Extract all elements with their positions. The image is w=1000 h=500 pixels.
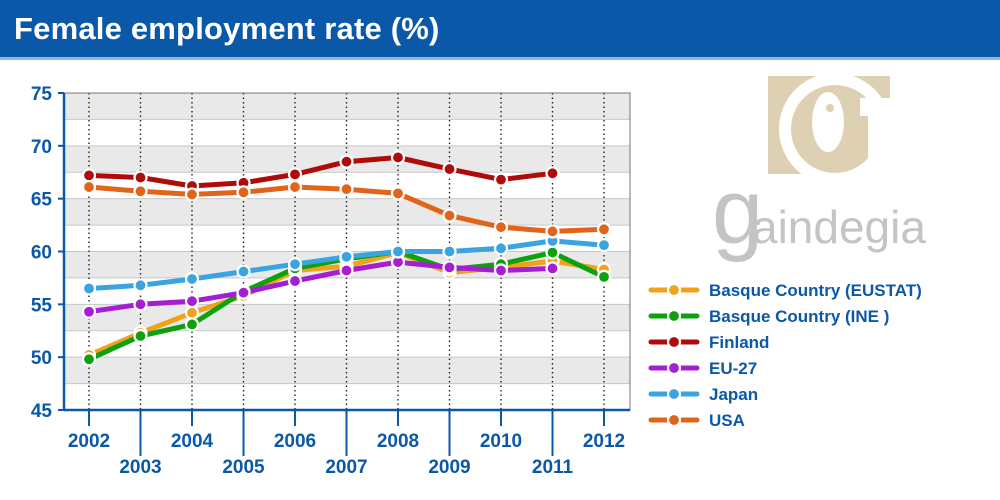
data-point xyxy=(596,238,612,253)
data-point xyxy=(81,168,97,183)
data-point xyxy=(596,222,612,237)
grid-band xyxy=(64,304,630,331)
data-point xyxy=(287,273,303,289)
svg-text:g: g xyxy=(712,161,763,263)
data-point xyxy=(390,186,406,201)
y-tick-label: 55 xyxy=(31,295,53,316)
data-point xyxy=(81,304,97,319)
x-tick-label: 2010 xyxy=(480,431,522,452)
data-point xyxy=(390,150,406,165)
data-point xyxy=(442,208,457,223)
data-point xyxy=(133,297,148,312)
data-point xyxy=(339,249,354,264)
data-point xyxy=(545,224,560,239)
legend-label: Japan xyxy=(709,385,758,404)
legend-label: EU-27 xyxy=(709,359,757,378)
y-tick-label: 65 xyxy=(31,190,53,211)
y-tick-label: 60 xyxy=(31,243,52,264)
data-point xyxy=(442,260,457,275)
x-tick-label: 2003 xyxy=(119,457,161,478)
legend-swatch-marker xyxy=(666,360,682,376)
data-point xyxy=(184,271,200,287)
legend-label: USA xyxy=(709,411,745,430)
legend-item: Basque Country (EUSTAT) xyxy=(648,281,922,300)
title-bar: Female employment rate (%) xyxy=(0,0,1000,60)
page-title: Female employment rate (%) xyxy=(14,11,440,46)
data-point xyxy=(545,245,560,260)
axes xyxy=(58,92,631,456)
data-point xyxy=(287,167,303,182)
data-point xyxy=(493,241,509,256)
data-point xyxy=(236,185,251,200)
y-tick-label: 70 xyxy=(31,137,52,158)
data-point xyxy=(339,154,354,169)
x-tick-label: 2002 xyxy=(68,431,110,452)
grid-band xyxy=(64,198,630,226)
y-tick-label: 50 xyxy=(31,348,52,369)
data-point xyxy=(184,294,200,309)
data-point xyxy=(236,264,251,279)
data-point xyxy=(236,285,251,300)
data-point xyxy=(545,166,560,181)
data-point xyxy=(339,182,354,197)
data-point xyxy=(287,257,303,272)
x-axis-tick-labels: 2002 2003 2004 2005 2006 2007 2008 2009 2010 2011… xyxy=(68,431,625,478)
legend-item: Finland xyxy=(648,333,769,352)
data-point xyxy=(493,220,509,235)
data-point xyxy=(81,179,97,195)
data-point xyxy=(545,261,560,276)
legend-swatch-marker xyxy=(666,334,682,350)
legend-label: Finland xyxy=(709,333,769,352)
y-tick-label: 75 xyxy=(31,84,53,105)
data-point xyxy=(442,161,457,177)
legend-item: Basque Country (INE ) xyxy=(648,307,889,326)
legend-swatch-marker xyxy=(666,412,682,428)
x-tick-label: 2005 xyxy=(222,457,265,478)
data-point xyxy=(390,244,406,259)
x-tick-label: 2006 xyxy=(274,431,316,452)
legend-swatch-marker xyxy=(666,282,682,298)
legend-label: Basque Country (INE ) xyxy=(709,307,889,326)
legend-swatch-marker xyxy=(666,308,682,324)
gaindegia-logo: g aindegia xyxy=(712,73,926,263)
series-points xyxy=(81,150,612,367)
data-point xyxy=(184,187,200,202)
data-point xyxy=(493,263,509,278)
x-tick-label: 2008 xyxy=(377,431,419,452)
x-tick-label: 2004 xyxy=(171,431,214,452)
data-point xyxy=(287,179,303,195)
grid-band xyxy=(64,93,630,120)
x-tick-label: 2011 xyxy=(532,457,574,478)
data-point xyxy=(133,278,148,293)
data-point xyxy=(184,317,200,332)
legend: Basque Country (EUSTAT) Basque Country (I… xyxy=(648,281,922,430)
data-point xyxy=(339,263,354,278)
data-point xyxy=(81,352,97,367)
legend-swatch-marker xyxy=(666,386,682,402)
legend-item: USA xyxy=(648,411,745,430)
data-point xyxy=(493,172,509,187)
data-point xyxy=(133,170,148,185)
series-line xyxy=(86,259,555,315)
y-axis-tick-labels: 45 50 55 60 65 70 75 xyxy=(31,84,53,422)
data-point xyxy=(133,184,148,199)
data-point xyxy=(81,281,97,296)
x-tick-label: 2009 xyxy=(428,457,470,478)
data-point xyxy=(442,244,457,259)
data-point xyxy=(133,328,148,344)
legend-label: Basque Country (EUSTAT) xyxy=(709,281,922,300)
legend-item: Japan xyxy=(648,385,758,404)
grid-band xyxy=(64,357,630,384)
data-point xyxy=(184,305,200,320)
x-tick-label: 2012 xyxy=(583,431,625,452)
data-point xyxy=(596,269,612,284)
x-tick-label: 2007 xyxy=(325,457,367,478)
legend-item: EU-27 xyxy=(648,359,757,378)
logo-text: aindegia xyxy=(752,201,926,253)
series-line xyxy=(86,155,555,189)
y-tick-label: 45 xyxy=(31,401,53,422)
